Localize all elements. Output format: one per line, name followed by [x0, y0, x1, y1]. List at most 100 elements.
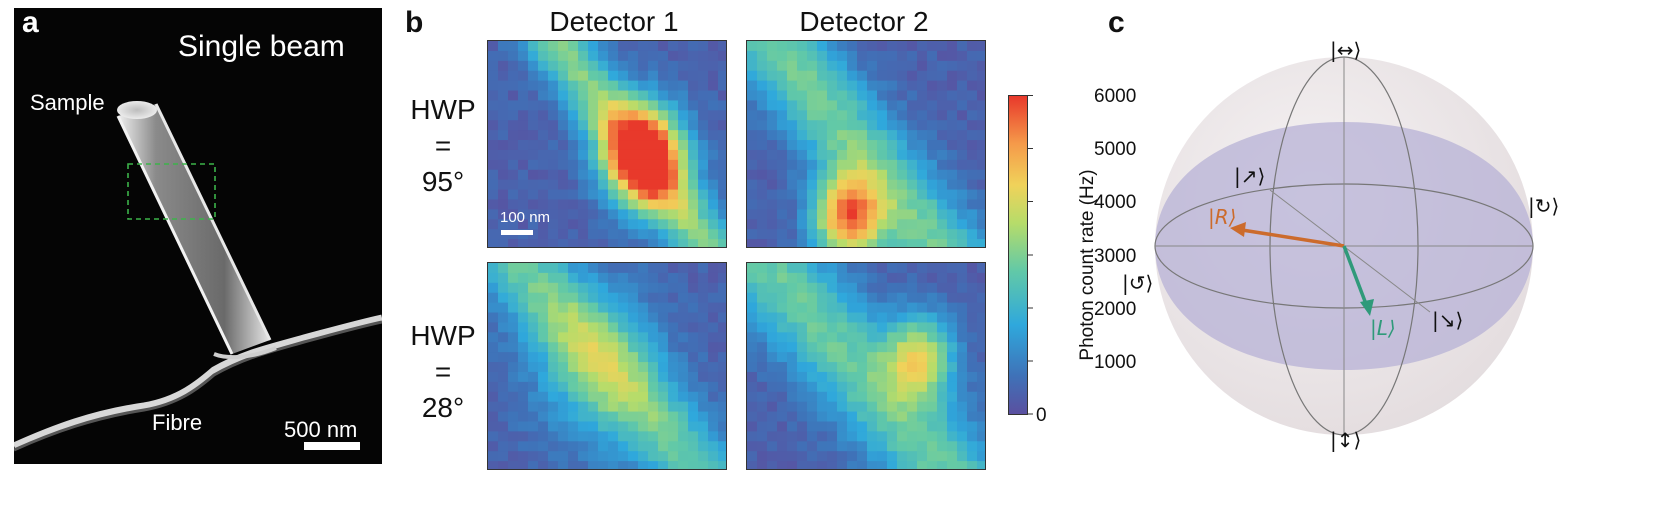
heatmap-cell: [927, 272, 938, 284]
heatmap-cell: [877, 352, 888, 363]
sample-label: Sample: [30, 90, 105, 115]
heatmap-cell: [618, 41, 629, 52]
colorbar-tick-4000: 4000: [1094, 192, 1137, 213]
heatmap-cell: [967, 391, 978, 403]
heatmap-cell: [528, 381, 539, 393]
heatmap-cell: [907, 431, 918, 442]
heatmap-cell: [967, 431, 978, 442]
heatmap-cell: [977, 219, 985, 230]
heatmap-cell: [877, 302, 888, 314]
heatmap-cell: [668, 209, 679, 220]
heatmap-cell: [548, 451, 559, 462]
heatmap-cell: [957, 451, 968, 462]
heatmap-cell: [488, 60, 499, 72]
heatmap-cell: [608, 130, 619, 141]
heatmap-cell: [907, 292, 918, 304]
heatmap-cell: [588, 332, 599, 343]
heatmap-cell: [518, 189, 529, 200]
heatmap-cell: [877, 421, 888, 432]
heatmap-cell: [678, 209, 689, 220]
heatmap-cell: [837, 110, 848, 121]
heatmap-cell: [777, 391, 788, 403]
heatmap-cell: [508, 381, 519, 393]
heatmap-cell: [907, 209, 918, 220]
heatmap-cell: [508, 100, 519, 111]
heatmap-cell: [708, 50, 719, 62]
heatmap-cell: [767, 140, 778, 151]
heatmap-cell: [787, 451, 798, 462]
heatmap-cell: [648, 371, 659, 383]
colorbar-tick-3000: 3000: [1094, 246, 1137, 267]
heatmap-cell: [528, 342, 539, 353]
heatmap-cell: [827, 149, 838, 161]
heatmap-cell: [598, 401, 609, 413]
heatmap-cell: [488, 239, 499, 247]
heatmap-cell: [598, 130, 609, 141]
heatmap-cell: [867, 362, 878, 373]
heatmap-cell: [528, 179, 539, 191]
heatmap-cell: [937, 431, 948, 442]
heatmap-cell: [917, 302, 928, 314]
heatmap-cell: [837, 50, 848, 62]
heatmap-cell: [698, 100, 709, 111]
heatmap-cell: [548, 272, 559, 284]
heatmap-cell: [698, 381, 709, 393]
heatmap-cell: [807, 80, 818, 92]
heatmap-cell: [767, 411, 778, 422]
heatmap-cell: [588, 159, 599, 171]
heatmap-cell: [887, 411, 898, 422]
heatmap-cell: [548, 302, 559, 314]
heatmap-cell: [747, 199, 758, 210]
heatmap-cell: [947, 50, 958, 62]
heatmap-cell: [977, 229, 985, 240]
heatmap-cell: [897, 282, 908, 294]
heatmap-cell: [598, 362, 609, 373]
heatmap-cell: [508, 431, 519, 442]
heatmap-cell: [977, 451, 985, 462]
heatmap-cell: [548, 80, 559, 92]
heatmap-cell: [518, 391, 529, 403]
heatmap-cell: [508, 332, 519, 343]
heatmap-cell: [857, 381, 868, 393]
heatmap-cell: [837, 140, 848, 151]
heatmap-cell: [887, 332, 898, 343]
heatmap-cell: [618, 421, 629, 432]
heatmap-cell: [747, 229, 758, 240]
heatmap-cell: [598, 371, 609, 383]
heatmap-cell: [678, 441, 689, 452]
heatmap-cell: [947, 149, 958, 161]
heatmap-cell: [887, 189, 898, 200]
heatmap-cell: [867, 140, 878, 151]
heatmap-cell: [498, 209, 509, 220]
heatmap-cell: [598, 312, 609, 323]
heatmap-cell: [767, 302, 778, 314]
heatmap-cell: [917, 70, 928, 82]
heatmap-cell: [837, 312, 848, 323]
heatmap-cell: [508, 159, 519, 171]
heatmap-cell: [498, 50, 509, 62]
heatmap-cell: [927, 371, 938, 383]
heatmap-cell: [608, 209, 619, 220]
heatmap-cell: [887, 130, 898, 141]
heatmap-cell: [947, 41, 958, 52]
heatmap-cell: [967, 371, 978, 383]
heatmap-cell: [508, 179, 519, 191]
vector-R: [1241, 228, 1345, 248]
heatmap-cell: [977, 100, 985, 111]
heatmap-cell: [548, 159, 559, 171]
heatmap-cell: [817, 100, 828, 111]
heatmap-cell: [588, 461, 599, 469]
heatmap-cell: [628, 199, 639, 210]
heatmap-cell: [538, 179, 549, 191]
heatmap-cell: [837, 332, 848, 343]
heatmap-cell: [787, 229, 798, 240]
heatmap-cell: [947, 140, 958, 151]
heatmap-cell: [508, 70, 519, 82]
heatmap-cell: [807, 302, 818, 314]
heatmap-cell: [528, 110, 539, 121]
heatmap-cell: [498, 110, 509, 121]
heatmap-cell: [957, 441, 968, 452]
heatmap-cell: [698, 263, 709, 274]
heatmap-cell: [947, 411, 958, 422]
heatmap-cell: [658, 272, 669, 284]
